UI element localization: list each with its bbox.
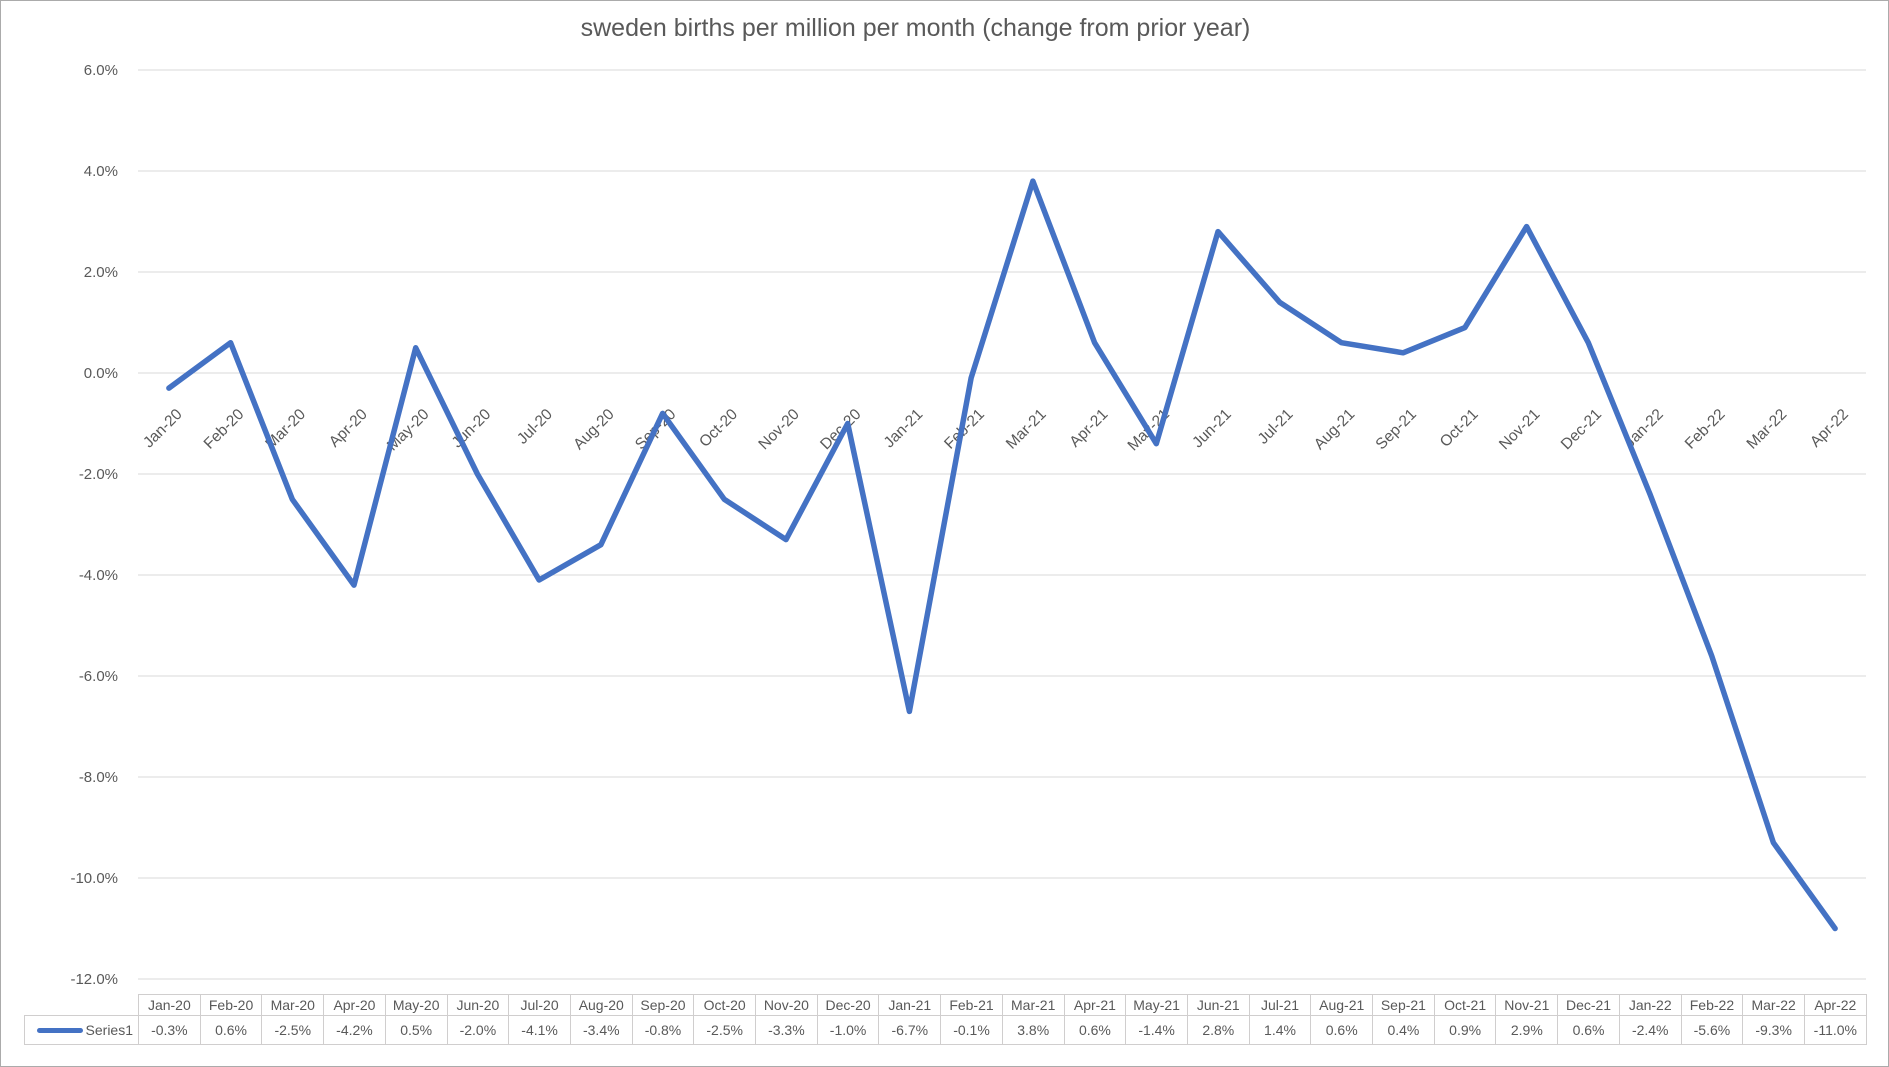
data-table-month-header: Jun-21 — [1186, 994, 1250, 1016]
data-table-value-cell: -11.0% — [1803, 1015, 1867, 1045]
y-axis-tick-label: -12.0% — [70, 971, 118, 988]
y-axis-tick-label: -2.0% — [79, 466, 118, 483]
data-table-month-header: Feb-22 — [1680, 994, 1744, 1016]
data-table-value-cell: 2.8% — [1186, 1015, 1250, 1045]
x-axis-category-label: Mar-22 — [1744, 406, 1791, 453]
x-axis-category-label: Apr-22 — [1807, 406, 1852, 451]
data-table-month-header: Apr-20 — [323, 994, 386, 1016]
data-table-month-header: Nov-21 — [1495, 994, 1559, 1016]
data-table-month-header: Oct-20 — [693, 994, 757, 1016]
data-table-value-cell: -0.3% — [138, 1015, 201, 1045]
data-table-month-header: Nov-20 — [755, 994, 818, 1016]
data-table-month-header: Dec-21 — [1557, 994, 1620, 1016]
data-table-month-header: Dec-20 — [816, 994, 880, 1016]
data-table-value-cell: 1.4% — [1248, 1015, 1312, 1045]
data-table-value-cell: -4.1% — [508, 1015, 571, 1045]
data-table-month-header: Jun-20 — [446, 994, 510, 1016]
x-axis-category-label: Jun-21 — [1189, 406, 1235, 452]
data-table-month-header: Mar-20 — [261, 994, 325, 1016]
data-table-month-header: Jul-21 — [1248, 994, 1312, 1016]
x-axis-category-label: Feb-22 — [1682, 406, 1729, 453]
legend-series-label: Series1 — [85, 1022, 133, 1038]
x-axis-category-label: Sep-21 — [1373, 406, 1420, 453]
y-axis-tick-label: 6.0% — [84, 62, 118, 79]
data-table-value-cell: -0.8% — [631, 1015, 695, 1045]
data-table-month-header: Sep-21 — [1372, 994, 1435, 1016]
data-table-value-cell: 0.6% — [1557, 1015, 1620, 1045]
data-table-month-header: Apr-22 — [1803, 994, 1867, 1016]
x-axis-category-label: Mar-21 — [1003, 406, 1050, 453]
y-axis-tick-label: -10.0% — [70, 870, 118, 887]
data-table-month-header: Mar-22 — [1742, 994, 1805, 1016]
data-table-month-header: Mar-21 — [1001, 994, 1065, 1016]
data-table-value-cell: 3.8% — [1001, 1015, 1065, 1045]
data-table-value-cell: 0.6% — [1063, 1015, 1127, 1045]
chart-title: sweden births per million per month (cha… — [580, 14, 1251, 42]
data-table-month-header: Jul-20 — [508, 994, 571, 1016]
x-axis-category-label: Apr-20 — [326, 406, 371, 451]
data-table-value-cell: -2.0% — [446, 1015, 510, 1045]
x-axis-category-label: Jan-21 — [881, 406, 927, 452]
data-table-value-cell: -9.3% — [1742, 1015, 1805, 1045]
series-line — [166, 178, 1838, 932]
data-table-value-cell: -5.6% — [1680, 1015, 1744, 1045]
data-table-month-header: Oct-21 — [1433, 994, 1497, 1016]
data-table-value-cell: -1.0% — [816, 1015, 880, 1045]
x-axis-category-label: Nov-20 — [755, 406, 803, 454]
data-table-month-header: May-20 — [384, 994, 448, 1016]
data-table-month-header: Jan-21 — [878, 994, 942, 1016]
y-axis-tick-label: -4.0% — [79, 567, 118, 584]
data-table: Jan-20 Feb-20 Mar-20 Apr-20 May-20 Jun-20 Jul-… — [24, 994, 1867, 1045]
x-axis-category-label: Jan-20 — [140, 406, 186, 452]
data-table-month-header: May-21 — [1125, 994, 1188, 1016]
data-table-value-cell: -2.5% — [693, 1015, 757, 1045]
x-axis-category-label: Feb-20 — [201, 406, 248, 453]
data-table-value-cell: 2.9% — [1495, 1015, 1559, 1045]
data-table-value-cell: 0.6% — [199, 1015, 263, 1045]
data-table-value-cell: -3.3% — [755, 1015, 818, 1045]
x-axis-category-label: Aug-21 — [1311, 406, 1358, 453]
data-table-month-header: Feb-20 — [199, 994, 263, 1016]
y-axis-tick-label: 2.0% — [84, 264, 118, 281]
data-table-month-header: Jan-20 — [138, 994, 201, 1016]
data-table-month-header: Apr-21 — [1063, 994, 1127, 1016]
data-table-value-cell: 0.5% — [384, 1015, 448, 1045]
x-axis-category-label: Nov-21 — [1496, 406, 1543, 453]
x-axis-category-label: Jul-20 — [514, 406, 556, 448]
data-table-month-header: Feb-21 — [940, 994, 1003, 1016]
y-axis-tick-label: 0.0% — [84, 365, 118, 382]
data-table-month-header: Sep-20 — [631, 994, 695, 1016]
x-axis-category-label: Aug-20 — [570, 406, 618, 454]
data-table-value-cell: -0.1% — [940, 1015, 1003, 1045]
data-table-month-header: Aug-21 — [1310, 994, 1374, 1016]
data-table-value-cell: -3.4% — [569, 1015, 633, 1045]
data-table-month-header: Jan-22 — [1618, 994, 1682, 1016]
series-line-legend-icon — [36, 1027, 83, 1033]
data-table-corner — [25, 995, 139, 1016]
data-table-value-cell: -4.2% — [323, 1015, 386, 1045]
data-table-value-cell: 0.4% — [1372, 1015, 1435, 1045]
y-axis-tick-label: 4.0% — [84, 163, 118, 180]
data-table-value-cell: -1.4% — [1125, 1015, 1188, 1045]
data-table-value-cell: 0.9% — [1433, 1015, 1497, 1045]
legend-item-series1: Series1 — [24, 1015, 139, 1045]
x-axis-category-label: Dec-21 — [1558, 406, 1605, 453]
data-table-value-cell: 0.6% — [1310, 1015, 1374, 1045]
y-axis-tick-label: -8.0% — [79, 769, 118, 786]
x-axis-category-label: Oct-20 — [696, 406, 741, 451]
x-axis-category-label: Apr-21 — [1066, 406, 1111, 451]
data-table-value-cell: -6.7% — [878, 1015, 942, 1045]
x-axis-category-label: Oct-21 — [1437, 406, 1482, 451]
data-table-month-header: Aug-20 — [569, 994, 633, 1016]
y-axis-tick-label: -6.0% — [79, 668, 118, 685]
data-table-value-cell: -2.5% — [261, 1015, 325, 1045]
x-axis-category-label: Dec-20 — [817, 406, 865, 454]
x-axis-category-label: Jul-21 — [1255, 406, 1297, 448]
data-table-value-cell: -2.4% — [1618, 1015, 1682, 1045]
